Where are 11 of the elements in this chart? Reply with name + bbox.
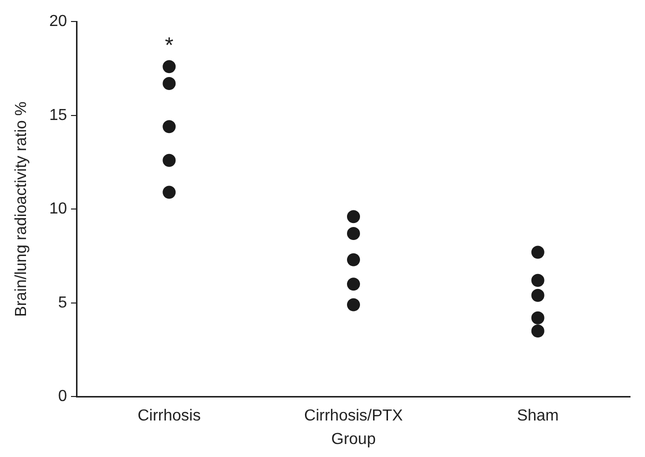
x-tick-label: Cirrhosis [138, 408, 201, 425]
y-tick-label: 20 [49, 13, 68, 30]
y-tick-label: 0 [58, 388, 68, 406]
y-tick-label: 5 [58, 294, 68, 312]
annotation: * [164, 32, 174, 58]
y-tick-label: 10 [49, 200, 68, 218]
y-axis-title: Brain/lung radioactivity ratio % [13, 101, 30, 317]
x-axis-title: Group [331, 430, 376, 448]
x-tick-label: Sham [516, 408, 559, 425]
y-tick-label: 15 [49, 106, 68, 124]
x-tick-label: Cirrhosis/PTX [304, 408, 404, 425]
